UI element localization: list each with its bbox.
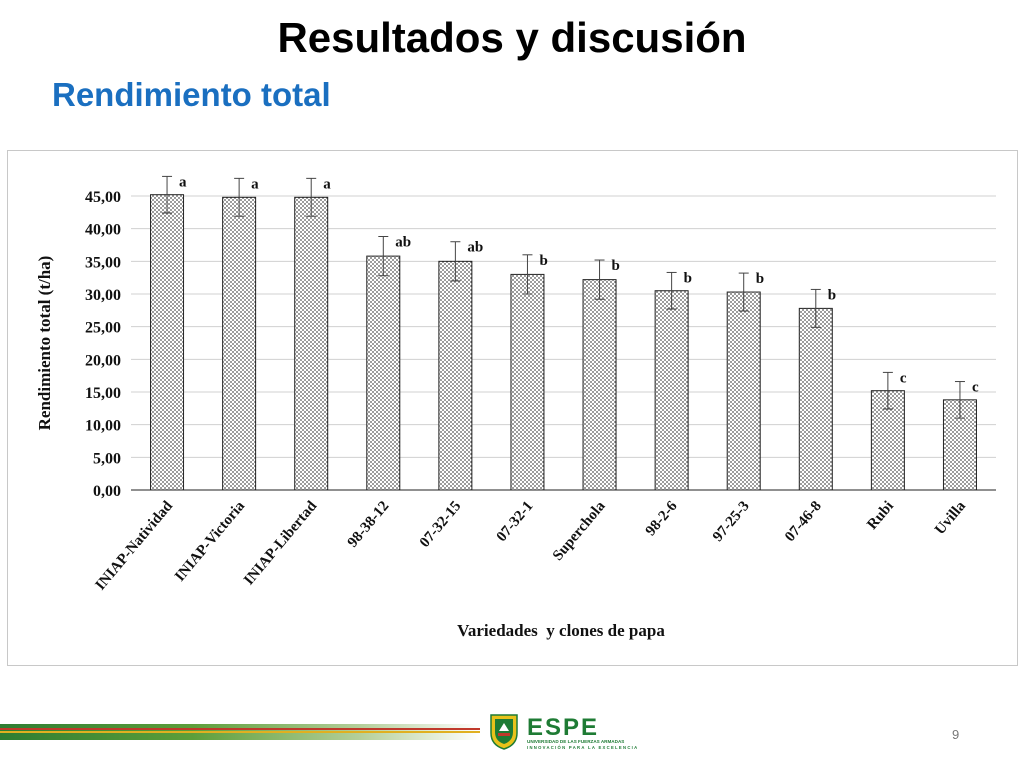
slide-subtitle: Rendimiento total [52,76,331,113]
crest-icon [490,714,518,750]
page-number: 9 [952,727,960,742]
bar [510,273,545,491]
y-tick-label: 20,00 [85,352,121,369]
significance-label: a [179,174,187,190]
significance-label: ab [395,235,411,251]
espe-logo: ESPE UNIVERSIDAD DE LAS FUERZAS ARMADAS … [490,714,638,750]
significance-label: b [612,258,620,274]
bar [438,260,473,491]
y-tick-label: 35,00 [85,254,121,271]
x-axis-ticks: INIAP-NatividadINIAP-VictoriaINIAP-Liber… [93,498,970,594]
y-tick-label: 25,00 [85,320,121,337]
bar [366,255,401,491]
footer-red-line [0,728,480,730]
bar [150,194,185,491]
x-tick-label: 97-25-3 [710,498,753,545]
y-tick-label: 30,00 [85,287,121,304]
y-tick-label: 45,00 [85,189,121,206]
y-tick-label: 40,00 [85,222,121,239]
significance-label: c [972,380,979,396]
x-tick-label: INIAP-Victoria [172,498,248,585]
y-axis-label: Rendimiento total (t/ha) [35,256,54,431]
x-tick-label: 07-32-1 [494,498,537,545]
x-tick-label: INIAP-Libertad [241,498,321,589]
bar [654,290,689,491]
y-tick-label: 0,00 [93,483,121,500]
x-tick-label: Uvilla [932,498,969,538]
chart-frame: 0,00 5,00 10,00 15,00 20,00 25,00 30,00 35,00 40… [7,150,1018,666]
y-tick-label: 5,00 [93,450,121,467]
x-tick-label: 07-46-8 [782,498,825,545]
significance-label: b [684,270,692,286]
logo-line1: UNIVERSIDAD DE LAS FUERZAS ARMADAS [527,739,624,744]
logo-brand: ESPE [527,714,599,741]
significance-label: a [323,176,331,192]
y-axis-ticks: 0,00 5,00 10,00 15,00 20,00 25,00 30,00 35,00 40… [85,189,121,500]
x-tick-label: INIAP-Natividad [93,498,177,594]
x-axis-label: Variedades y clones de papa [457,621,665,640]
y-tick-label: 10,00 [85,418,121,435]
bar [726,291,761,491]
x-tick-label: Rubi [864,498,897,533]
slide-title: Resultados y discusión [277,14,747,61]
significance-label: ab [467,240,483,256]
significance-label: b [828,287,836,303]
bar-chart: 0,00 5,00 10,00 15,00 20,00 25,00 30,00 35,00 40… [35,174,996,640]
bars: a a a ab ab b b b b b c c [150,174,979,491]
gridlines [131,195,996,458]
bar [582,279,617,491]
logo-line2: INNOVACIÓN PARA LA EXCELENCIA [527,745,638,750]
significance-label: b [539,253,547,269]
bar [294,196,329,491]
footer-yellow-line [0,731,480,733]
bar [798,307,833,491]
significance-label: b [756,271,764,287]
significance-label: a [251,176,259,192]
y-tick-label: 15,00 [85,385,121,402]
x-tick-label: 98-2-6 [643,498,681,539]
significance-label: c [900,370,907,386]
x-tick-label: 98-38-12 [345,498,393,550]
x-tick-label: 07-32-15 [417,498,465,550]
x-tick-label: Superchola [550,498,609,564]
bar [222,196,257,491]
